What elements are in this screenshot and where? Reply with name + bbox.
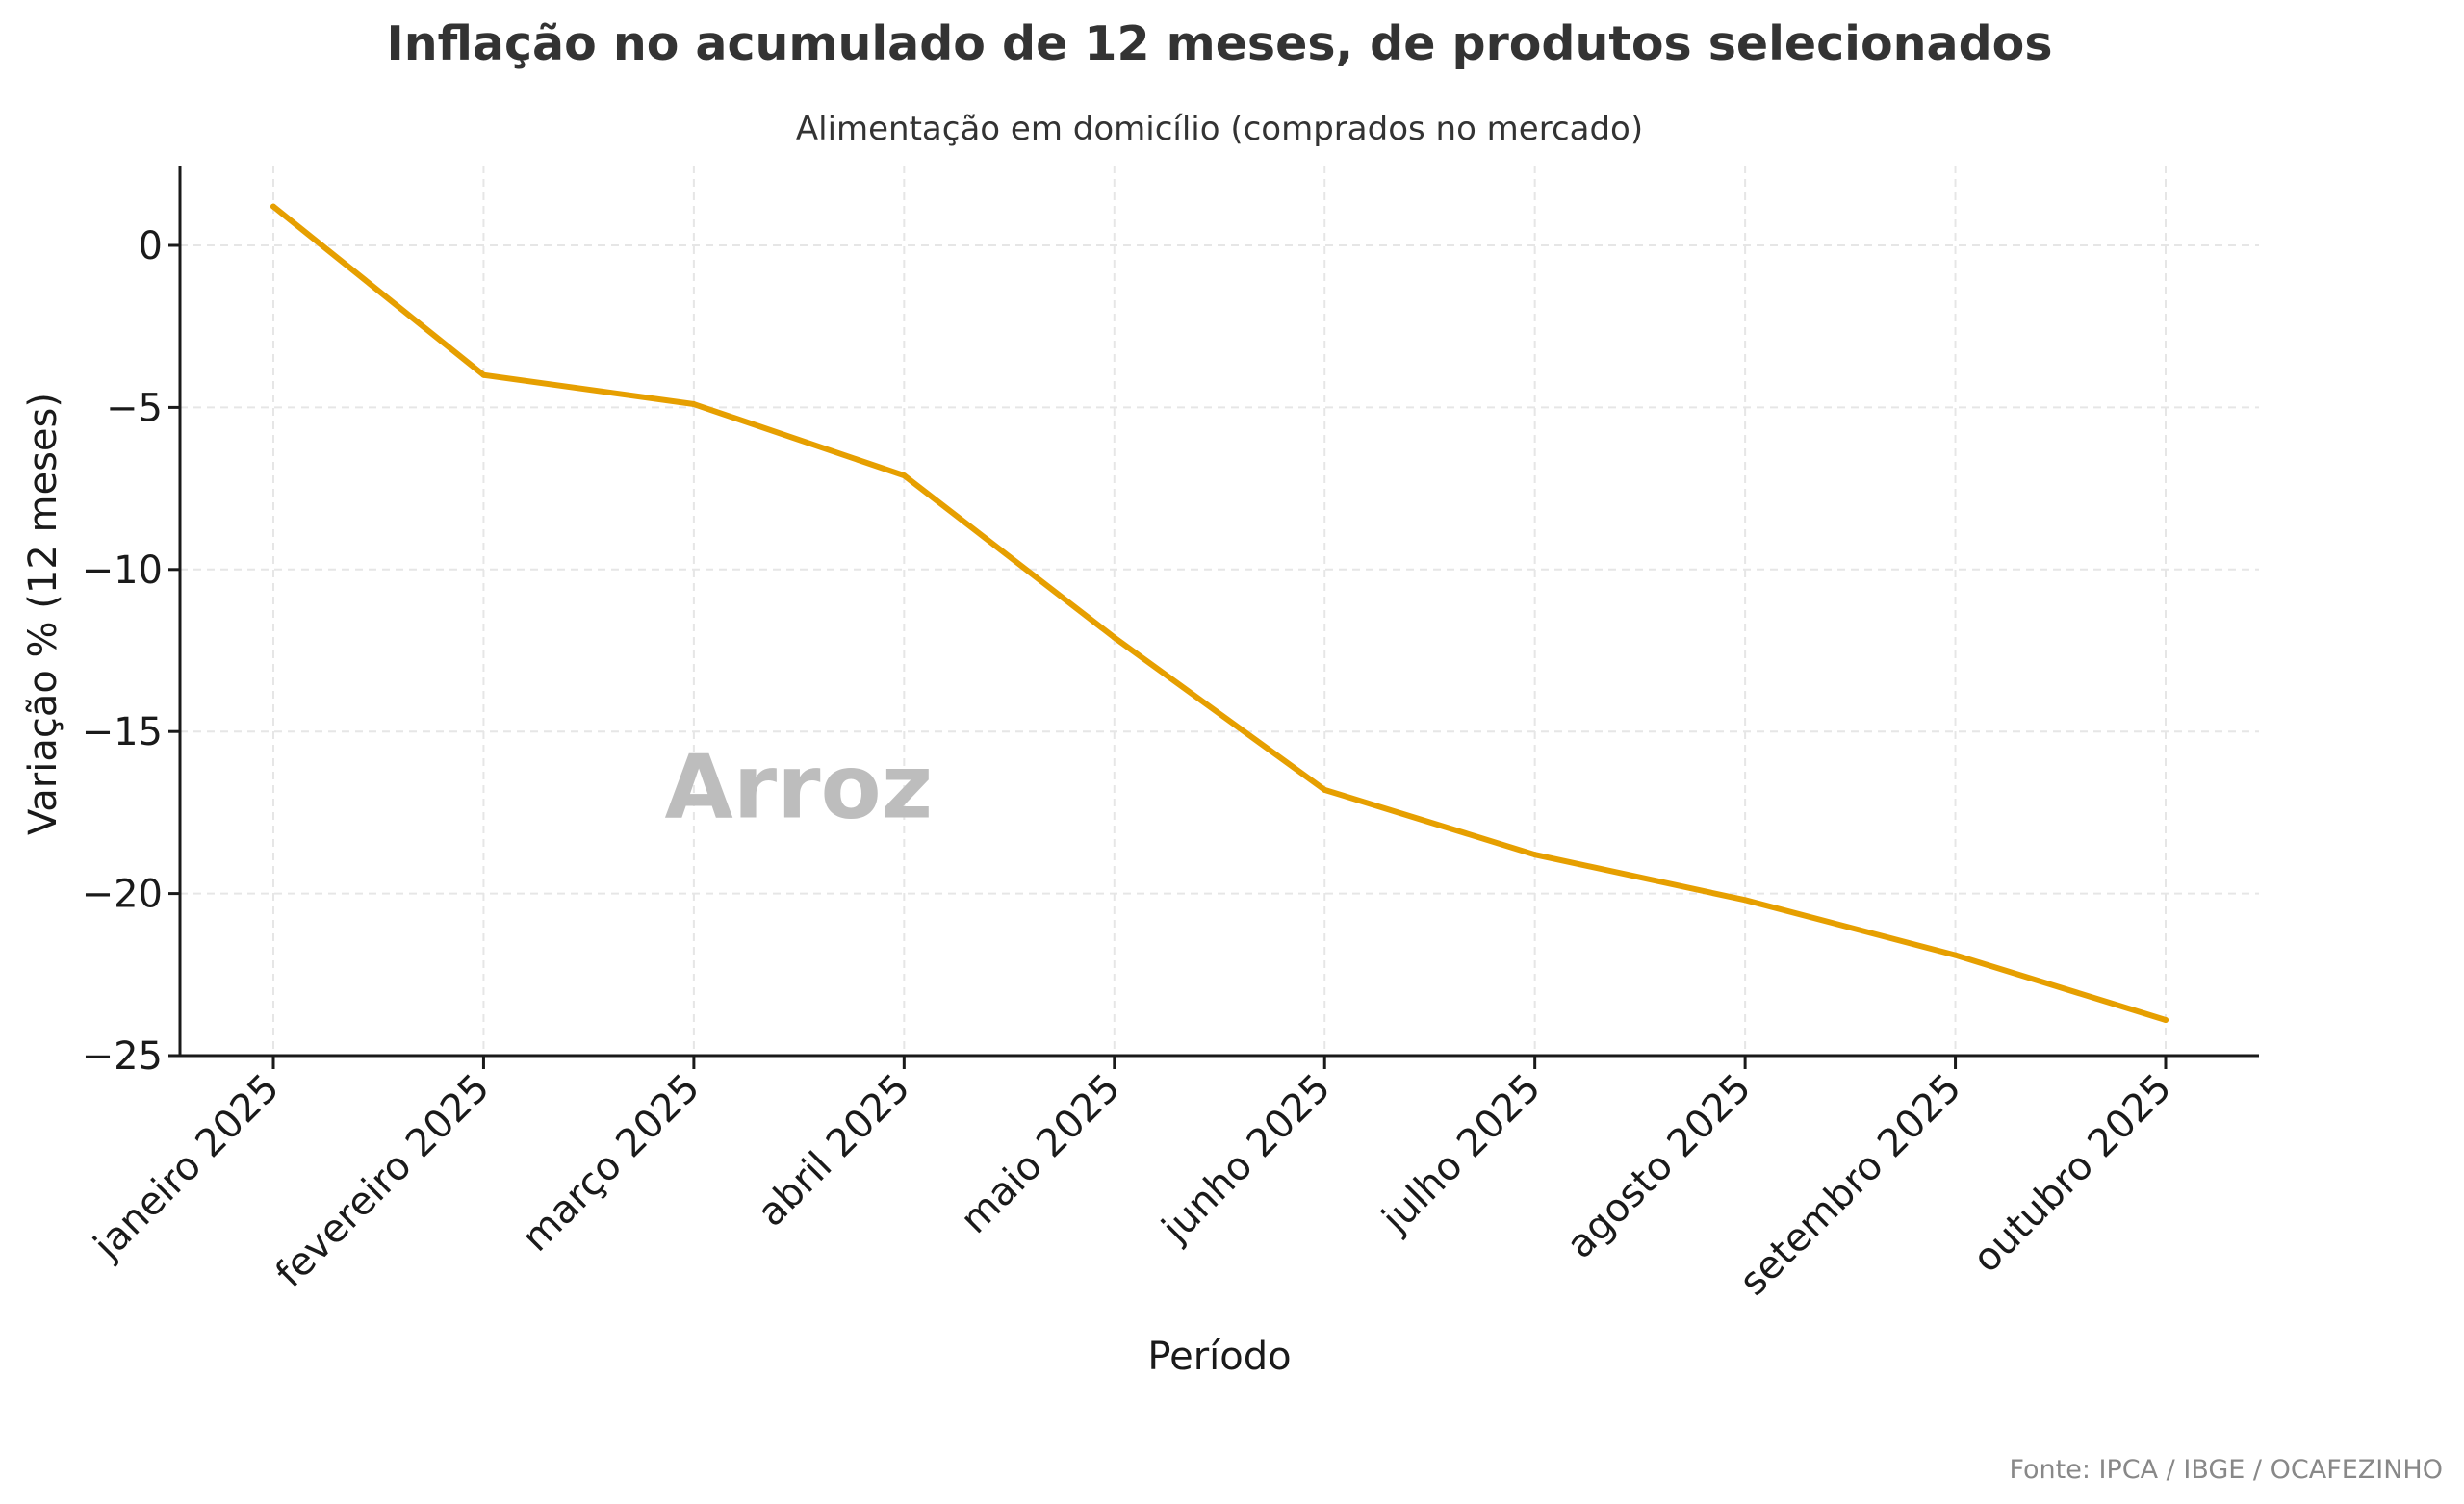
y-axis-label: Variação % (12 meses) bbox=[21, 393, 65, 835]
axes bbox=[168, 166, 2259, 1069]
x-tick-label: maio 2025 bbox=[952, 1066, 1129, 1243]
series-annotation: Arroz bbox=[665, 736, 934, 839]
x-tick-label: abril 2025 bbox=[749, 1066, 918, 1236]
data-point bbox=[270, 203, 276, 210]
series bbox=[270, 203, 2169, 1023]
x-tick-label: março 2025 bbox=[514, 1066, 708, 1261]
x-tick-label: janeiro 2025 bbox=[85, 1066, 288, 1269]
data-point bbox=[480, 371, 487, 378]
data-point bbox=[1531, 852, 1538, 858]
x-tick-label: outubro 2025 bbox=[1964, 1066, 2180, 1282]
x-axis-label: Período bbox=[1147, 1335, 1291, 1379]
y-tick-label: −10 bbox=[82, 548, 163, 593]
x-tick-label: agosto 2025 bbox=[1558, 1066, 1759, 1267]
y-tick-label: −20 bbox=[82, 873, 163, 917]
y-tick-label: 0 bbox=[139, 224, 163, 268]
source-note: Fonte: IPCA / IBGE / OCAFEZINHO bbox=[2009, 1455, 2443, 1485]
data-point bbox=[690, 401, 697, 408]
data-point bbox=[901, 472, 908, 479]
y-tick-label: −5 bbox=[106, 386, 163, 430]
y-tick-label: −25 bbox=[82, 1034, 163, 1079]
chart-title: Inflação no acumulado de 12 meses, de pr… bbox=[386, 16, 2052, 71]
series-line bbox=[270, 203, 2169, 1023]
grid bbox=[180, 166, 2259, 1057]
x-tick-label: junho 2025 bbox=[1153, 1066, 1339, 1252]
data-point bbox=[1952, 952, 1959, 958]
x-tick-label: julho 2025 bbox=[1373, 1066, 1550, 1242]
data-point bbox=[1742, 897, 1749, 904]
x-tick-label: fevereiro 2025 bbox=[268, 1066, 499, 1297]
data-point bbox=[1111, 634, 1117, 641]
y-tick-label: −15 bbox=[82, 710, 163, 754]
x-tick-label: setembro 2025 bbox=[1732, 1066, 1970, 1305]
data-point bbox=[2163, 1016, 2169, 1023]
data-point bbox=[1322, 786, 1328, 793]
chart-subtitle: Alimentação em domicílio (comprados no m… bbox=[796, 110, 1643, 148]
